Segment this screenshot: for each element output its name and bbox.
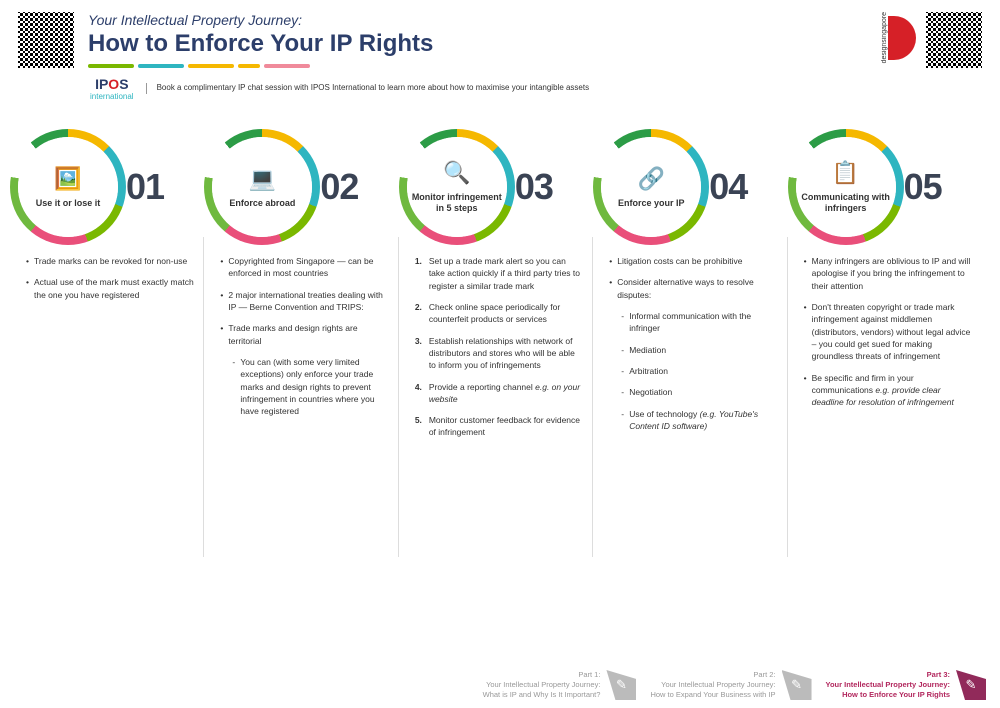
step-bullets: Trade marks can be revoked for non-useAc…	[18, 237, 204, 557]
step-number: 05	[904, 166, 942, 208]
step-bullets: Litigation costs can be prohibitiveConsi…	[601, 237, 787, 557]
step-circle: 🖼️ Use it or lose it	[18, 137, 118, 237]
step-header: 🔍 Monitor infringement in 5 steps 03	[407, 137, 593, 237]
footer-part-link[interactable]: Part 2:Your Intellectual Property Journe…	[650, 670, 811, 700]
footer-part-title2: How to Expand Your Business with IP	[650, 690, 775, 700]
footer-part-title1: Your Intellectual Property Journey:	[650, 680, 775, 690]
footer-part-link[interactable]: Part 1:Your Intellectual Property Journe…	[483, 670, 637, 700]
step-label: Use it or lose it	[36, 198, 101, 209]
page-title: How to Enforce Your IP Rights	[88, 30, 881, 58]
footer-badge-icon: ✎	[782, 670, 812, 700]
qr-code-right	[926, 12, 982, 68]
footer-badge-icon: ✎	[956, 670, 986, 700]
step-number: 02	[320, 166, 358, 208]
step-column: 📋 Communicating with infringers 05 Many inf…	[792, 137, 986, 557]
step-label: Communicating with infringers	[800, 192, 892, 214]
step-icon: 🔗	[618, 166, 685, 192]
right-logos: designsingapore	[881, 12, 982, 68]
ipos-logo: IPOS international	[90, 76, 134, 101]
footer-nav: Part 1:Your Intellectual Property Journe…	[483, 670, 986, 700]
step-circle: 🔗 Enforce your IP	[601, 137, 701, 237]
step-circle: 🔍 Monitor infringement in 5 steps	[407, 137, 507, 237]
step-header: 🔗 Enforce your IP 04	[601, 137, 787, 237]
step-column: 🔗 Enforce your IP 04 Litigation costs can b…	[597, 137, 791, 557]
step-header: 🖼️ Use it or lose it 01	[18, 137, 204, 237]
step-icon: 💻	[229, 166, 295, 192]
subtitle: Your Intellectual Property Journey:	[88, 12, 881, 28]
steps-row: 🖼️ Use it or lose it 01 Trade marks can be …	[0, 109, 1000, 557]
step-circle: 💻 Enforce abroad	[212, 137, 312, 237]
step-icon: 📋	[800, 160, 892, 186]
book-session-text: Book a complimentary IP chat session wit…	[146, 83, 590, 93]
step-label: Monitor infringement in 5 steps	[411, 192, 503, 214]
header: Your Intellectual Property Journey: How …	[0, 0, 1000, 72]
step-icon: 🔍	[411, 160, 503, 186]
step-circle: 📋 Communicating with infringers	[796, 137, 896, 237]
footer-part-label: Part 1:	[483, 670, 601, 680]
step-label: Enforce abroad	[229, 198, 295, 209]
step-bullets: Set up a trade mark alert so you can tak…	[407, 237, 593, 557]
step-column: 🖼️ Use it or lose it 01 Trade marks can be …	[14, 137, 208, 557]
sub-header: IPOS international Book a complimentary …	[0, 72, 1000, 109]
step-number: 01	[126, 166, 164, 208]
step-bullets: Many infringers are oblivious to IP and …	[796, 237, 982, 557]
step-column: 🔍 Monitor infringement in 5 steps 03 Set up…	[403, 137, 597, 557]
qr-code-left	[18, 12, 74, 68]
step-label: Enforce your IP	[618, 198, 685, 209]
title-underline	[88, 64, 881, 68]
footer-part-link[interactable]: Part 3:Your Intellectual Property Journe…	[826, 670, 986, 700]
step-header: 💻 Enforce abroad 02	[212, 137, 398, 237]
step-bullets: Copyrighted from Singapore — can be enfo…	[212, 237, 398, 557]
step-icon: 🖼️	[36, 166, 101, 192]
step-number: 04	[709, 166, 747, 208]
title-block: Your Intellectual Property Journey: How …	[88, 12, 881, 68]
step-column: 💻 Enforce abroad 02 Copyrighted from Singap…	[208, 137, 402, 557]
footer-part-title2: What is IP and Why Is It Important?	[483, 690, 601, 700]
footer-part-title1: Your Intellectual Property Journey:	[826, 680, 950, 690]
footer-part-label: Part 2:	[650, 670, 775, 680]
step-header: 📋 Communicating with infringers 05	[796, 137, 982, 237]
footer-badge-icon: ✎	[606, 670, 636, 700]
footer-part-label: Part 3:	[826, 670, 950, 680]
footer-part-title2: How to Enforce Your IP Rights	[826, 690, 950, 700]
step-number: 03	[515, 166, 553, 208]
design-singapore-logo: designsingapore	[881, 12, 916, 63]
footer-part-title1: Your Intellectual Property Journey:	[483, 680, 601, 690]
